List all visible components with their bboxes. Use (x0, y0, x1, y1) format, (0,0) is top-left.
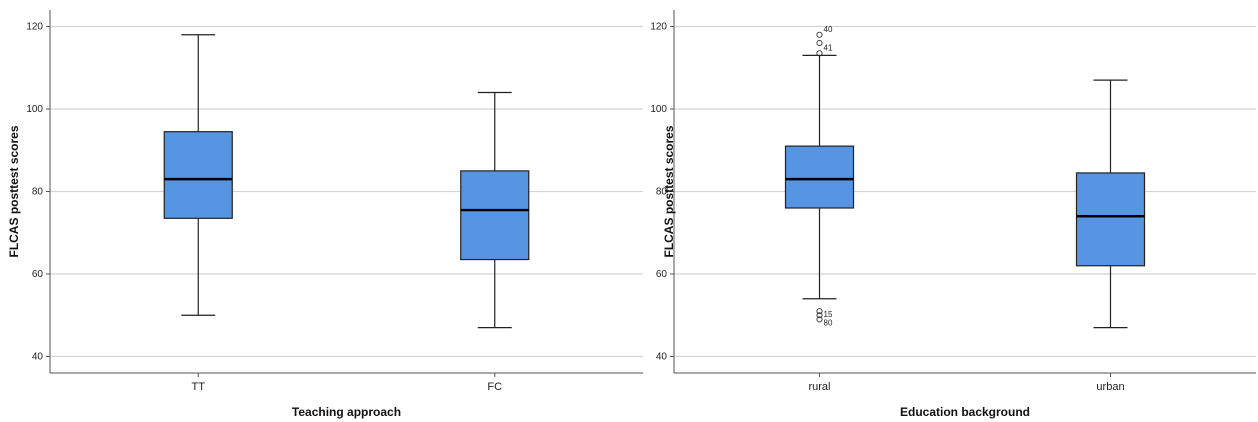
chart2-box-rural-outlier-label: 41 (824, 43, 833, 52)
chart2-category-label: urban (1096, 381, 1124, 393)
chart2-box-rural-outlier (816, 308, 823, 315)
chart1-ytick-label: 100 (26, 104, 43, 115)
chart2-category-label: rural (808, 381, 830, 393)
chart2-box-rural-outlier (816, 31, 823, 38)
chart1-ytick-label: 60 (32, 269, 44, 280)
chart1-category-label: TT (192, 381, 206, 393)
chart1-ytick-label: 120 (26, 22, 43, 33)
chart1-ytick-label: 40 (32, 352, 44, 363)
chart1-x-axis-title: Teaching approach (292, 405, 401, 419)
chart2-ytick-label: 120 (650, 22, 667, 33)
chart2-box-rural-outlier (816, 39, 823, 47)
chart1-ytick-label: 80 (32, 187, 44, 198)
chart2-box-rural-outlier (816, 50, 823, 57)
chart1-category-label: FC (487, 381, 502, 393)
chart2-box-rural-outlier (816, 316, 823, 323)
chart2-box-rural-outlier-label: 80 (824, 318, 833, 327)
chart2-y-axis-title: FLCAS posttest scores (662, 125, 676, 257)
chart1-box-FC-iqr (460, 170, 530, 261)
chart2-ytick-label: 100 (650, 104, 667, 115)
chart1-box-TT-iqr (163, 131, 233, 219)
chart2-x-axis-title: Education background (900, 405, 1030, 419)
chart2-box-rural-outlier-label: 40 (824, 25, 833, 34)
chart2-ytick-label: 60 (656, 269, 668, 280)
chart2-box-rural-outlier (816, 312, 823, 319)
chart2-box-urban-iqr (1075, 172, 1146, 267)
chart2-box-rural-outlier-label: 15 (824, 310, 833, 319)
chart2-ytick-label: 80 (656, 187, 668, 198)
chart1-y-axis-title: FLCAS posttest scores (7, 125, 21, 257)
chart2-box-rural-iqr (784, 145, 855, 209)
chart2-ytick-label: 40 (656, 352, 668, 363)
